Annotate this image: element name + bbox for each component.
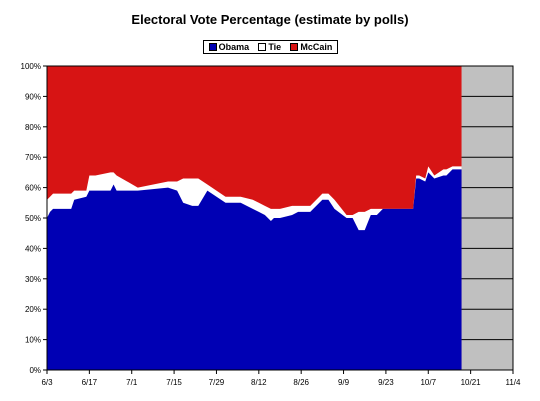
legend-swatch-tie [258,43,267,51]
y-tick-label: 80% [25,123,41,132]
x-tick-label: 8/26 [293,378,309,387]
x-tick-label: 7/29 [209,378,225,387]
x-tick-label: 6/17 [82,378,98,387]
chart-title: Electoral Vote Percentage (estimate by p… [131,12,409,27]
legend-item-mccain: McCain [290,42,332,52]
legend-item-obama: Obama [208,42,250,52]
y-tick-label: 10% [25,336,41,345]
y-tick-label: 20% [25,305,41,314]
legend-label-tie: Tie [268,42,282,52]
x-tick-label: 7/15 [166,378,182,387]
x-tick-label: 10/7 [420,378,436,387]
y-tick-label: 60% [25,184,41,193]
y-tick-label: 70% [25,153,41,162]
legend: Obama Tie McCain [203,40,338,54]
legend-item-tie: Tie [258,42,281,52]
x-tick-label: 7/1 [126,378,138,387]
y-tick-label: 40% [25,244,41,253]
y-tick-label: 90% [25,92,41,101]
y-tick-label: 100% [21,62,41,71]
legend-label-mccain: McCain [300,42,333,52]
y-tick-label: 30% [25,275,41,284]
legend-swatch-mccain [290,43,299,51]
y-tick-label: 50% [25,214,41,223]
x-tick-label: 10/21 [461,378,482,387]
x-tick-label: 9/9 [338,378,350,387]
series-area-obama [47,169,462,370]
legend-label-obama: Obama [218,42,250,52]
x-tick-label: 6/3 [41,378,53,387]
x-tick-label: 8/12 [251,378,267,387]
legend-swatch-obama [208,43,217,51]
x-tick-label: 9/23 [378,378,394,387]
y-tick-label: 0% [29,366,41,375]
x-tick-label: 11/4 [506,378,522,387]
